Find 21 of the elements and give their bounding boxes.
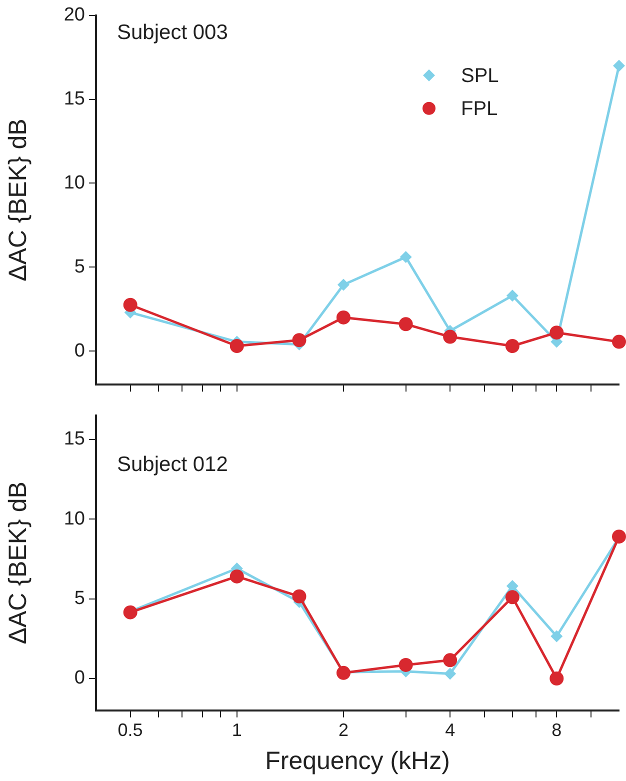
y-tick-label: 5 <box>74 588 85 610</box>
y-tick-label: 0 <box>74 668 85 689</box>
y-tick-label: 10 <box>64 172 85 194</box>
y-tick-label: 20 <box>64 4 85 26</box>
y-tick-label: 10 <box>64 508 85 530</box>
legend-label: FPL <box>461 98 498 120</box>
legend-label: SPL <box>461 64 499 87</box>
y-axis-title: ΔAC {BEK} dB <box>4 482 32 644</box>
x-tick-label: 8 <box>552 720 562 740</box>
y-tick-label: 5 <box>74 256 85 278</box>
text: Subject 012 <box>117 453 228 476</box>
y-tick-label: 15 <box>64 88 85 110</box>
y-tick-label: 15 <box>64 428 85 450</box>
x-tick-label: 1 <box>232 720 242 740</box>
x-axis-title: Frequency (kHz) <box>265 746 450 775</box>
y-tick-label: 0 <box>74 340 85 362</box>
x-tick-label: 2 <box>338 720 348 740</box>
x-tick-label: 0.5 <box>118 720 143 740</box>
x-tick-label: 4 <box>445 720 456 740</box>
y-axis-title: ΔAC {BEK} dB <box>4 118 32 282</box>
chart-title: Subject 003 <box>117 21 228 44</box>
